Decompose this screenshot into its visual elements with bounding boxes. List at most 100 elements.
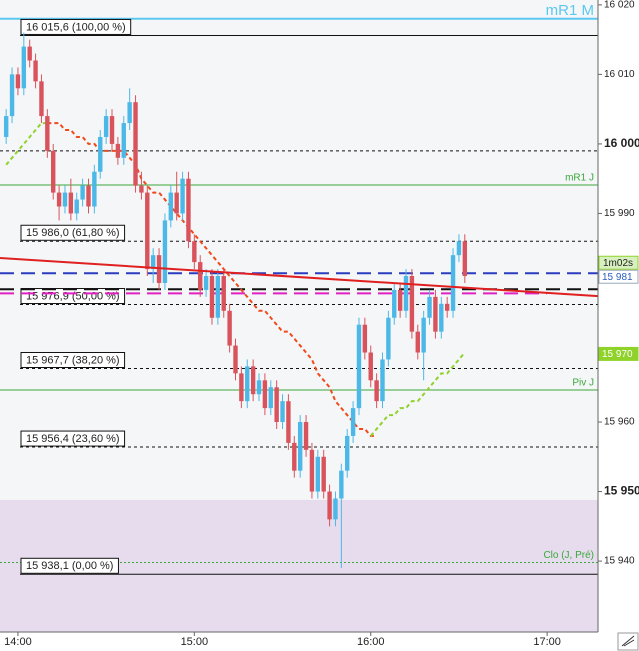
candle-body (139, 185, 144, 193)
pivot-label: mR1 J (565, 173, 594, 184)
fib-label-box (20, 224, 126, 241)
x-tick-label: 14:00 (4, 636, 32, 648)
trendline (0, 256, 599, 298)
fib-label-text: 15 967,7 (38,20 %) (26, 354, 120, 366)
candle-body (315, 456, 321, 492)
moving-average (5, 122, 466, 437)
candle-body (309, 449, 315, 492)
candle-body (21, 46, 27, 89)
fib-label-text: 15 938,1 (0,00 %) (26, 560, 113, 572)
price-tag-box (598, 269, 639, 284)
candle-body (462, 241, 468, 277)
candle-body (209, 276, 215, 318)
candle-body (339, 470, 344, 499)
candle-body (3, 116, 9, 137)
candle-body (80, 185, 85, 200)
candle-body (286, 401, 291, 443)
candle-body (250, 366, 256, 395)
fib-label: 15 967,7 (38,20 %) (20, 351, 126, 368)
candle-body (368, 352, 373, 381)
y-tick-label: 15 990 (604, 208, 635, 219)
y-tick-label: 15 950 (604, 484, 639, 498)
candle-body (374, 380, 379, 402)
plot: 16 015,6 (100,00 %) 15 986,0 (61,80 %) 15 … (0, 17, 599, 632)
candle-body (280, 401, 285, 423)
candle-body (174, 192, 179, 214)
candle-body (103, 116, 109, 137)
fib-label-box (20, 430, 126, 447)
candle-body (98, 136, 103, 172)
fib-label-box (20, 351, 126, 368)
candle-body (444, 303, 450, 311)
candle-body (192, 241, 197, 263)
candle-body (439, 303, 444, 332)
candle-body (62, 192, 68, 207)
candle-body (56, 192, 62, 207)
candle-body (74, 199, 79, 214)
candle-body (345, 435, 350, 471)
x-tick-label: 15:00 (181, 636, 209, 648)
candle-body (45, 116, 50, 151)
candle-body (415, 331, 420, 353)
candle-body (127, 102, 132, 124)
y-tick-label: 16 020 (604, 0, 635, 11)
candle-body (145, 192, 150, 270)
fib-label: 15 976,9 (50,00 %) (20, 288, 126, 305)
candle-body (350, 408, 356, 436)
candle-body (215, 276, 221, 318)
candle-body (15, 74, 21, 89)
candle-body (327, 491, 332, 520)
candle-body (427, 296, 432, 318)
candle-body (303, 422, 309, 450)
candle-body (92, 171, 97, 207)
candle-body (203, 276, 209, 290)
fib-label-text: 15 976,9 (50,00 %) (26, 290, 120, 302)
candle-body (392, 289, 397, 318)
candle-body (274, 387, 279, 423)
fib-label: 15 986,0 (61,80 %) (20, 224, 126, 241)
x-tick-label: 17:00 (533, 636, 561, 648)
price-tag-box (598, 346, 639, 361)
candle-body (227, 310, 232, 346)
candle-body (133, 102, 138, 186)
candle-body (115, 143, 121, 158)
candle-body (168, 192, 174, 221)
fib-label: 16 015,6 (100,00 %) (20, 18, 132, 35)
countdown-box (598, 255, 639, 270)
icon-glyph (621, 635, 635, 647)
candle-body (256, 380, 262, 395)
candle-body (221, 276, 226, 311)
candle-body (262, 380, 268, 409)
candle-body (409, 276, 415, 332)
price-tag: 15 970 (602, 349, 633, 360)
candle-body (86, 185, 91, 207)
candle-body (198, 262, 203, 290)
candle-body (27, 46, 32, 61)
candle-body (239, 373, 244, 402)
candle-body (233, 345, 238, 374)
candle-body (268, 387, 273, 409)
x-tick-label: 16:00 (357, 636, 385, 648)
candle-body (121, 123, 126, 158)
candle-body (180, 178, 185, 214)
fib-label-text: 15 986,0 (61,80 %) (26, 227, 120, 239)
y-tick-label: 16 000 (604, 136, 639, 150)
candle-body (403, 276, 409, 311)
settings-icon[interactable] (617, 632, 639, 651)
candle-body (421, 317, 426, 353)
pivot-label: mR1 M (546, 2, 594, 19)
y-tick-label: 15 940 (604, 556, 635, 567)
candle-body (33, 60, 38, 82)
price-tag: 15 981 (602, 272, 633, 283)
candle-body (397, 289, 403, 311)
fib-label-box (20, 557, 119, 574)
fib-label: 15 938,1 (0,00 %) (20, 557, 119, 574)
candle-body (39, 81, 44, 117)
candle-body (333, 498, 338, 520)
fib-label: 15 956,4 (23,60 %) (20, 430, 126, 447)
candle-body (297, 422, 303, 471)
pivot-label: Clo (J, Pré) (543, 550, 594, 561)
candle-body (109, 116, 115, 144)
candle-body (356, 324, 362, 409)
